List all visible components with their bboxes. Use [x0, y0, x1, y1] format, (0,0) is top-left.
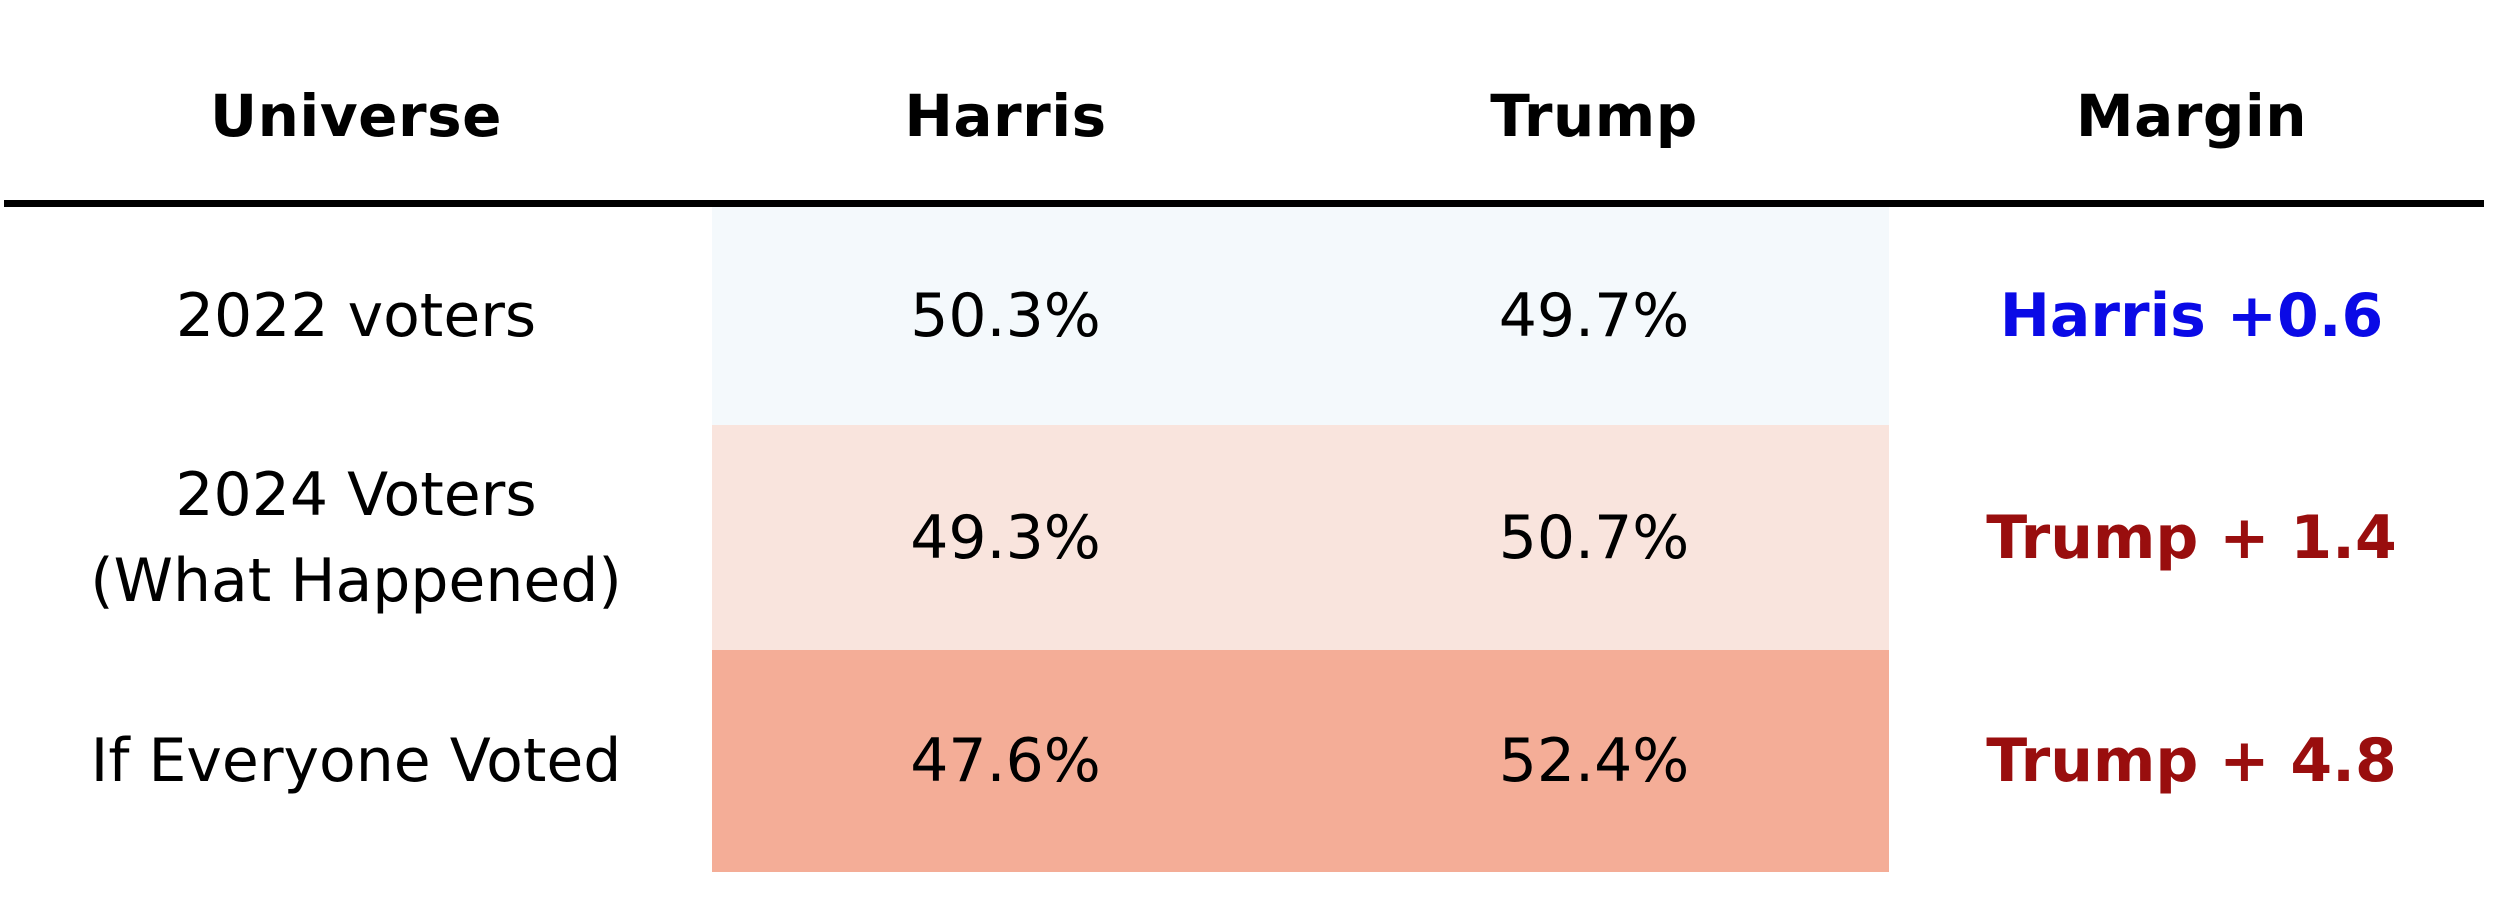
harris-value: 50.3%	[712, 207, 1299, 425]
table-row: 2022 voters 50.3% 49.7% Harris +0.6	[0, 207, 2494, 425]
trump-value: 52.4%	[1299, 650, 1889, 872]
universe-label: 2022 voters	[175, 281, 537, 351]
harris-value: 49.3%	[712, 425, 1299, 650]
table-row: If Everyone Voted 47.6% 52.4% Trump + 4.…	[0, 650, 2494, 872]
trump-value: 50.7%	[1299, 425, 1889, 650]
universe-label: If Everyone Voted	[90, 726, 622, 796]
margin-value: Harris +0.6	[1999, 281, 2384, 351]
header-trump: Trump	[1490, 82, 1698, 150]
trump-value: 49.7%	[1299, 207, 1889, 425]
header-divider	[4, 200, 2484, 207]
table-row: 2024 Voters (What Happened) 49.3% 50.7% …	[0, 425, 2494, 650]
table-header: Universe Harris Trump Margin	[0, 0, 2494, 202]
header-margin: Margin	[2075, 82, 2308, 150]
harris-value: 47.6%	[712, 650, 1299, 872]
margin-value: Trump + 1.4	[1986, 502, 2397, 573]
header-harris: Harris	[904, 82, 1107, 150]
universe-label: 2024 Voters (What Happened)	[90, 459, 622, 616]
margin-value: Trump + 4.8	[1986, 726, 2397, 796]
header-universe: Universe	[210, 82, 502, 150]
